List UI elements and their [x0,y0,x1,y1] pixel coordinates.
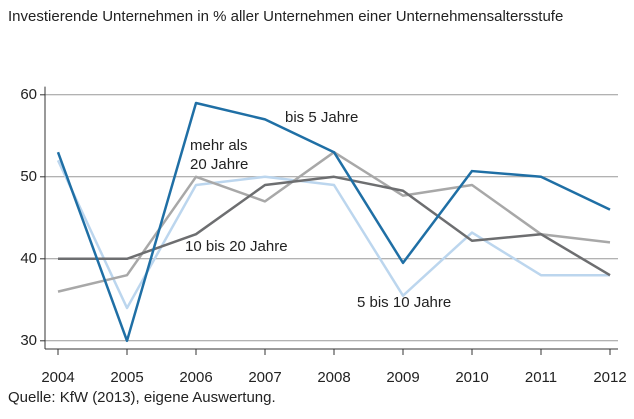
series-line [56,159,610,310]
chart-title: Investierende Unternehmen in % aller Unt… [8,8,564,25]
x-tick-label: 2010 [455,369,488,386]
x-tick-label: 2008 [317,369,350,386]
series-label: mehr als 20 Jahre [190,137,249,173]
x-tick-label: 2006 [179,369,212,386]
x-tick-label: 2004 [41,369,74,386]
x-tick-label: 2011 [525,369,557,386]
x-tick-label: 2012 [593,369,626,386]
source: Quelle: KfW (2013), eigene Auswertung. [8,389,276,406]
x-tick-label: 2009 [386,369,419,386]
series-line [56,101,611,343]
series-label: 5 bis 10 Jahre [357,294,452,311]
series-line [58,175,611,277]
series-label: bis 5 Jahre [285,109,359,126]
y-tick-label: 50 [20,168,37,185]
x-tick-label: 2005 [110,369,143,386]
x-tick-label: 2007 [248,369,281,386]
series-line [57,150,611,293]
y-tick-label: 60 [20,86,37,103]
y-tick-label: 40 [20,250,37,267]
series-label: 10 bis 20 Jahre [185,238,288,255]
y-tick-label: 30 [20,332,37,349]
